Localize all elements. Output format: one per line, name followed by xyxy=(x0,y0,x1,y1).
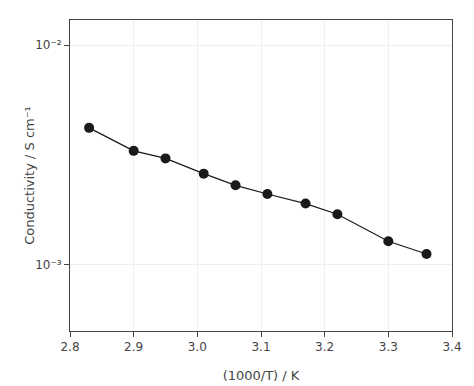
svg-text:2.9: 2.9 xyxy=(124,340,143,354)
svg-text:3.3: 3.3 xyxy=(379,340,398,354)
svg-text:10⁻²: 10⁻² xyxy=(35,38,62,52)
svg-text:(1000/T) / K: (1000/T) / K xyxy=(223,368,300,383)
svg-text:10⁻³: 10⁻³ xyxy=(35,258,62,272)
svg-text:3.2: 3.2 xyxy=(315,340,334,354)
svg-text:3.0: 3.0 xyxy=(188,340,207,354)
svg-text:Conductivity / S cm⁻¹: Conductivity / S cm⁻¹ xyxy=(22,106,37,245)
svg-text:3.4: 3.4 xyxy=(442,340,461,354)
svg-text:2.8: 2.8 xyxy=(60,340,79,354)
svg-text:3.1: 3.1 xyxy=(251,340,270,354)
